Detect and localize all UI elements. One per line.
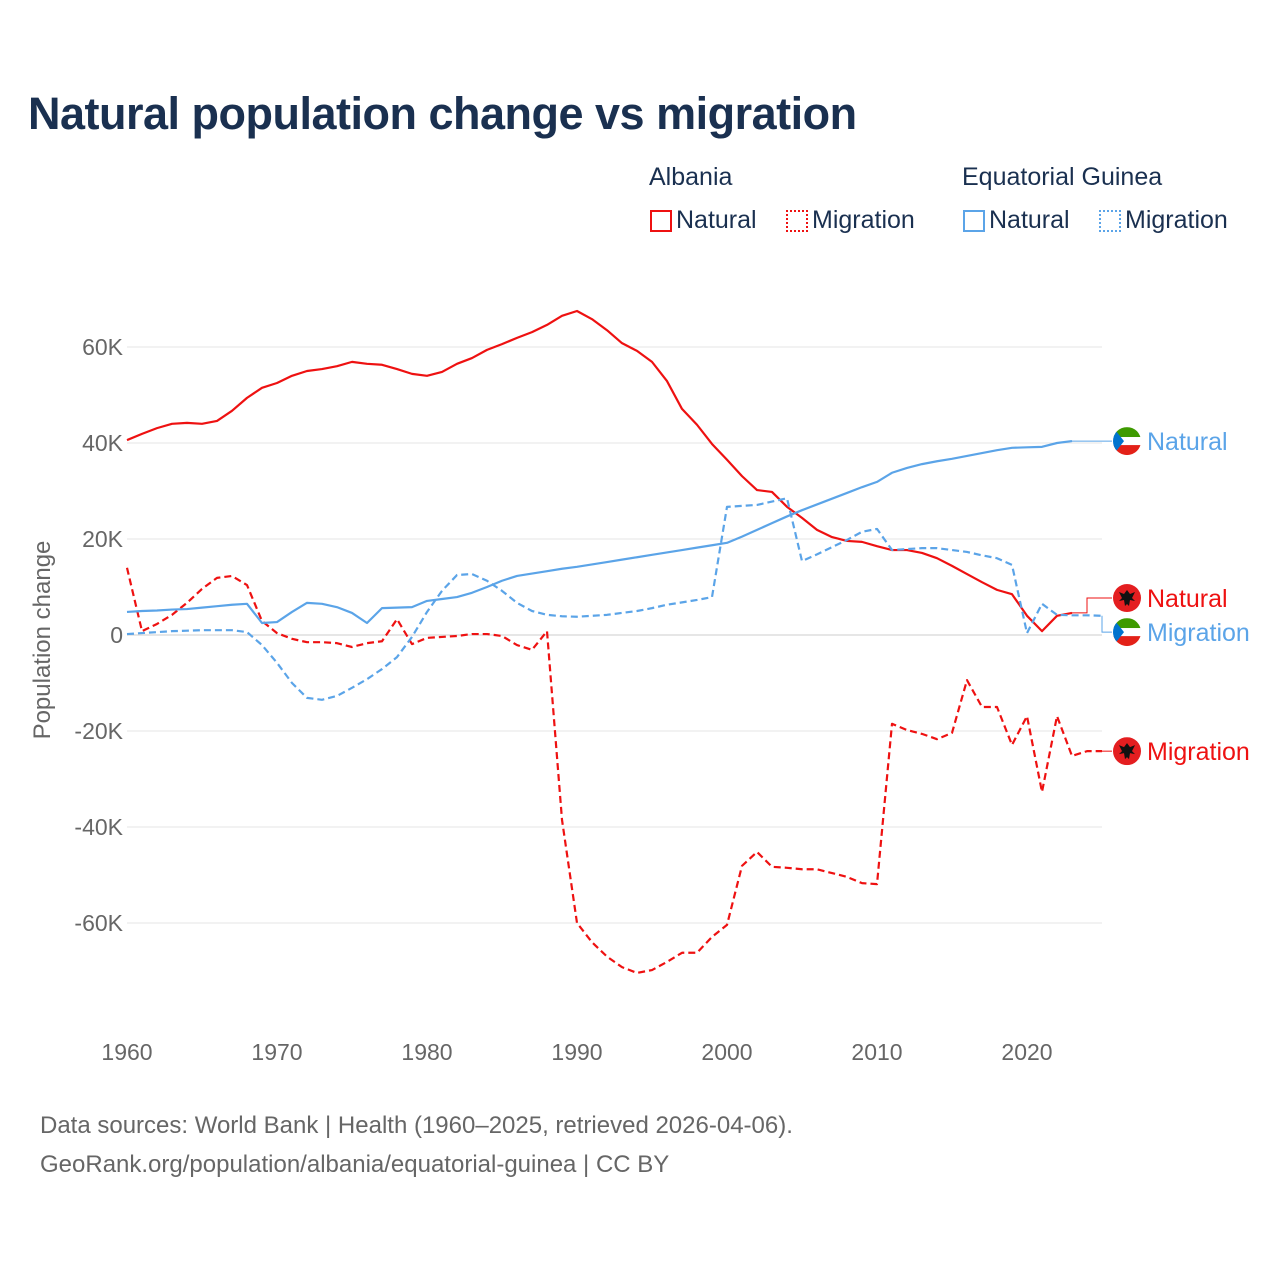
- equatorial-guinea-flag-icon: [1113, 427, 1141, 456]
- legend-group-albania: Albania: [649, 163, 733, 191]
- flag-body: [1113, 584, 1141, 613]
- y-tick-label: 60K: [82, 334, 124, 360]
- x-tick-label: 2010: [851, 1039, 902, 1065]
- legend-swatch-dotted: [786, 209, 808, 232]
- flag-triangle: [1113, 618, 1124, 647]
- flag-white: [1113, 628, 1141, 637]
- series-line-0: [126, 309, 1073, 633]
- albania-flag-icon: [1113, 737, 1141, 766]
- flag-body: [1113, 618, 1141, 647]
- flag-white: [1113, 437, 1141, 446]
- footer-link[interactable]: GeoRank.org/population/albania/equatoria…: [40, 1151, 670, 1178]
- legend-swatch-solid: [650, 209, 672, 232]
- end-label-3: Migration: [1147, 619, 1250, 647]
- y-axis-label: Population change: [29, 541, 56, 740]
- y-tick-label: 20K: [82, 526, 124, 552]
- legend-group-equatorial-guinea: Equatorial Guinea: [962, 163, 1163, 191]
- flag-body: [1113, 737, 1141, 766]
- legend-albania-natural[interactable]: Natural: [650, 206, 757, 235]
- series-line-1: [125, 567, 1102, 975]
- footer-sources: Data sources: World Bank | Health (1960–…: [40, 1112, 793, 1139]
- flag-red: [1113, 636, 1141, 647]
- y-tick-label: 0: [110, 622, 123, 648]
- x-tick-label: 1970: [251, 1039, 302, 1065]
- y-tick-label: -60K: [74, 910, 123, 936]
- label-connector: [1101, 615, 1112, 633]
- y-tick-label: -20K: [74, 718, 123, 744]
- legend-label: Migration: [812, 206, 915, 234]
- series-line-3: [126, 497, 1103, 701]
- x-tick-label: 1960: [101, 1039, 152, 1065]
- x-tick-label: 1990: [551, 1039, 602, 1065]
- footer: Data sources: World Bank | Health (1960–…: [40, 1106, 793, 1184]
- x-tick-label: 2000: [701, 1039, 752, 1065]
- y-tick-label: 40K: [82, 430, 124, 456]
- eagle-icon: [1119, 743, 1135, 760]
- flag-body: [1113, 427, 1141, 456]
- series-line-2: [126, 439, 1073, 625]
- legend-label: Migration: [1125, 206, 1228, 234]
- label-connector: [1072, 597, 1112, 614]
- legend-albania-migration[interactable]: Migration: [786, 206, 915, 235]
- flag-red: [1113, 445, 1141, 456]
- x-tick-label: 2020: [1001, 1039, 1052, 1065]
- eagle-icon: [1119, 590, 1135, 607]
- end-label-0: Natural: [1147, 585, 1228, 613]
- y-tick-label: -40K: [74, 814, 123, 840]
- legend-eqg-natural[interactable]: Natural: [963, 206, 1070, 235]
- flag-green: [1113, 618, 1141, 629]
- legend-label: Natural: [676, 206, 757, 234]
- flag-triangle: [1113, 427, 1124, 456]
- x-tick-label: 1980: [401, 1039, 452, 1065]
- equatorial-guinea-flag-icon: [1113, 618, 1141, 647]
- albania-flag-icon: [1113, 584, 1141, 613]
- end-label-2: Natural: [1147, 428, 1228, 456]
- legend-label: Natural: [989, 206, 1070, 234]
- legend-swatch-dotted: [1099, 209, 1121, 232]
- legend-eqg-migration[interactable]: Migration: [1099, 206, 1228, 235]
- end-label-1: Migration: [1147, 738, 1250, 766]
- flag-green: [1113, 427, 1141, 438]
- legend-swatch-solid: [963, 209, 985, 232]
- chart-title: Natural population change vs migration: [28, 88, 857, 139]
